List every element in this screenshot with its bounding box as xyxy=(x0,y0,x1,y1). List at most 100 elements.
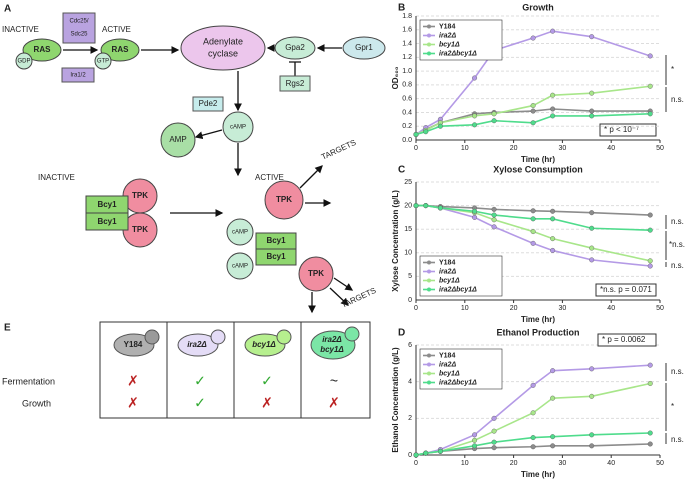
cell: ~ xyxy=(330,373,338,389)
cell-icon xyxy=(144,329,160,345)
data-point xyxy=(647,212,653,218)
label: cAMP xyxy=(230,125,246,131)
node xyxy=(180,25,266,71)
column-header: bcy1Δ xyxy=(252,340,276,349)
data-point xyxy=(491,206,497,212)
panel-labels: A B C D E xyxy=(4,3,405,339)
data-point xyxy=(472,122,478,128)
data-point xyxy=(589,113,595,119)
x-tick-label: 40 xyxy=(607,460,615,467)
x-tick-label: 40 xyxy=(607,305,615,312)
annotation: n.s. xyxy=(671,435,684,444)
panel-label: C xyxy=(398,165,405,176)
data-point xyxy=(413,452,419,458)
y-tick-label: 1.4 xyxy=(402,40,412,47)
data-point xyxy=(530,240,536,246)
y-tick-label: 4 xyxy=(408,379,412,386)
legend-swatch xyxy=(427,353,431,358)
legend-label: bcy1Δ xyxy=(439,41,460,48)
legend-swatch xyxy=(427,260,431,265)
axes xyxy=(415,16,660,141)
data-point xyxy=(472,208,478,214)
y-tick-label: 1.8 xyxy=(402,13,412,20)
box xyxy=(61,67,95,83)
data-point xyxy=(647,381,653,387)
y-tick-label: 0.4 xyxy=(402,109,412,116)
summary-table: Y184 ira2Δ bcy1Δ ira2Δ bcy1Δ Fermentatio… xyxy=(2,321,371,419)
y-tick-label: 5 xyxy=(408,273,412,280)
data-point xyxy=(550,216,556,222)
legend-swatch xyxy=(427,33,431,38)
node xyxy=(100,38,140,62)
y-tick-label: 0.8 xyxy=(402,82,412,89)
annotation: n.s. xyxy=(671,261,684,270)
panel-label: E xyxy=(4,323,11,334)
annotation-box xyxy=(597,333,657,347)
y-tick-label: 0.0 xyxy=(402,137,412,144)
label: Ira1/2 xyxy=(70,73,86,79)
data-point xyxy=(423,450,429,456)
annotation: * xyxy=(671,402,674,411)
y-axis-label: OD₆₀₀ xyxy=(391,66,400,89)
annotation-box xyxy=(595,283,657,297)
y-tick-label: 0.6 xyxy=(402,96,412,103)
chart-title: Growth xyxy=(522,2,554,12)
row-label: Fermentation xyxy=(2,376,55,386)
data-point xyxy=(530,120,536,126)
y-tick-label: 1.6 xyxy=(402,27,412,34)
x-tick-label: 30 xyxy=(559,145,567,152)
panel-label: A xyxy=(4,4,11,15)
data-point xyxy=(589,210,595,216)
x-axis-label: Time (hr) xyxy=(521,155,555,164)
y-tick-label: 2 xyxy=(408,415,412,422)
annotation: * p < 10⁻⁷ xyxy=(604,125,639,134)
panel-label: B xyxy=(398,3,405,14)
x-tick-label: 50 xyxy=(656,460,664,467)
legend-label: ira2Δbcy1Δ xyxy=(439,50,477,57)
data-point xyxy=(530,103,536,109)
x-tick-label: 30 xyxy=(559,460,567,467)
data-point xyxy=(491,217,497,223)
data-point xyxy=(589,393,595,399)
y-tick-label: 0.2 xyxy=(402,123,412,130)
data-point xyxy=(437,205,443,211)
data-point xyxy=(589,34,595,40)
annotation: *n.s. p = 0.071 xyxy=(600,285,652,294)
label: Bcy1 xyxy=(97,200,117,209)
pathway-diagram: INACTIVE ACTIVE Cdc25/ Sdc25 RAS GDP RAS… xyxy=(2,12,386,314)
node xyxy=(15,52,33,70)
data-point xyxy=(437,448,443,454)
data-point xyxy=(491,439,497,445)
y-axis-label: Ethanol Concentration (g/L) xyxy=(391,347,400,453)
box xyxy=(279,75,311,92)
x-tick-label: 10 xyxy=(461,305,469,312)
y-tick-label: 1.0 xyxy=(402,68,412,75)
annotation-box xyxy=(599,123,657,137)
cell-icon xyxy=(344,326,360,342)
data-point xyxy=(647,430,653,436)
legend-swatch xyxy=(427,278,431,283)
legend-swatch xyxy=(427,380,431,385)
table-border xyxy=(99,321,371,419)
axes xyxy=(415,182,660,301)
table-dividers xyxy=(166,322,302,418)
arrow xyxy=(194,129,223,140)
chart-title: Ethanol Production xyxy=(497,327,580,337)
data-point xyxy=(472,443,478,449)
cell-icon xyxy=(244,333,286,357)
y-tick-label: 6 xyxy=(408,342,412,349)
legend-label: Y184 xyxy=(439,259,455,266)
data-point xyxy=(589,108,595,114)
node xyxy=(222,111,254,143)
label: Rgs2 xyxy=(286,79,305,88)
inhibition xyxy=(289,61,301,76)
data-point xyxy=(550,368,556,374)
data-point xyxy=(550,395,556,401)
data-point xyxy=(530,208,536,214)
x-tick-label: 0 xyxy=(414,145,418,152)
arrow xyxy=(299,165,323,189)
panel-label: D xyxy=(398,328,405,339)
label: cyclase xyxy=(208,48,238,58)
legend-label: ira2Δbcy1Δ xyxy=(439,286,477,293)
